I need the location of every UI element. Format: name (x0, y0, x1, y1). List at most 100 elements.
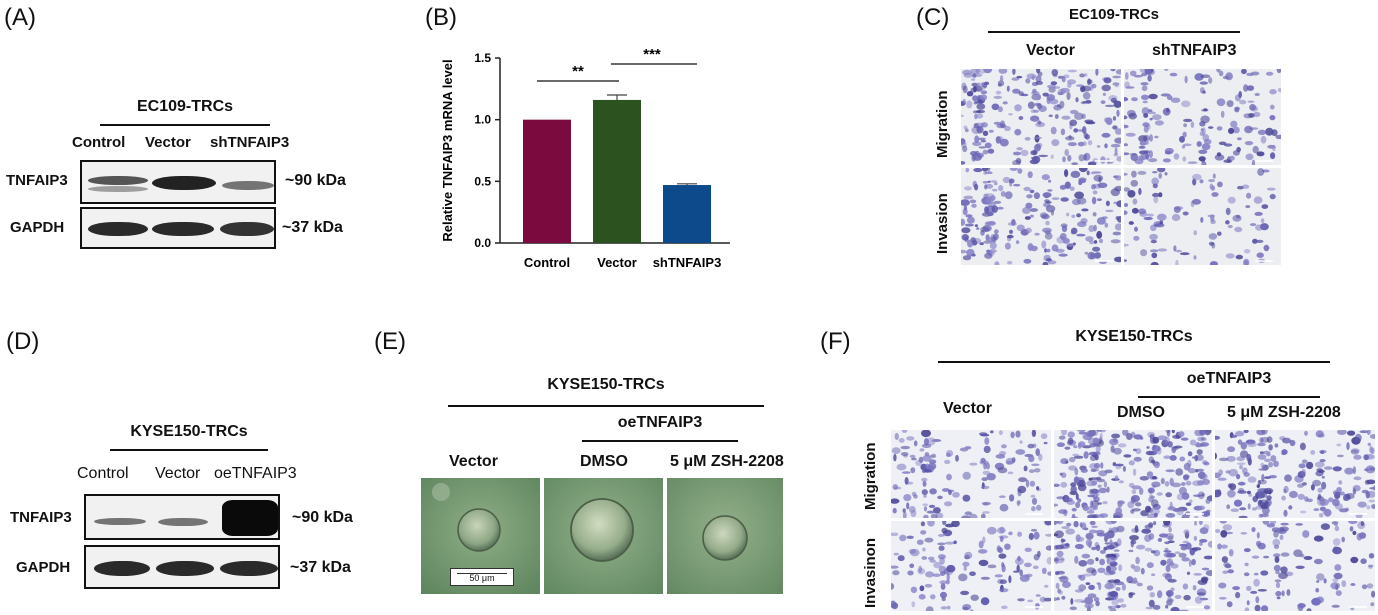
panel-a-blot-tnfaip3 (80, 160, 276, 204)
panel-e-label: (E) (374, 328, 406, 355)
stained-cells (1124, 69, 1281, 165)
significance-label-2: *** (643, 46, 661, 63)
panel-c-header: EC109-TRCs (1068, 6, 1160, 23)
stained-cells (1054, 430, 1212, 518)
sphere-image-dmso (544, 478, 663, 594)
panel-c-col-vector: Vector (1026, 42, 1075, 59)
sphere-graphic (667, 478, 783, 594)
sphere-graphic (544, 478, 663, 594)
panel-e-subheader: oeTNFAIP3 (617, 414, 703, 431)
scale-bar-box: 50 μm (450, 568, 514, 586)
bar-chart: 0.0 0.5 1.0 1.5 Relative TNFAIP3 mRNA level C… (440, 46, 730, 270)
panel-d-label: (D) (6, 328, 40, 355)
panel-f-col-dmso: DMSO (1117, 404, 1165, 421)
panel-a-row-tnfaip3: TNFAIP3 (6, 172, 68, 189)
stained-cells (1215, 521, 1375, 611)
band (220, 222, 274, 236)
panel-a-blot-gapdh (80, 207, 276, 249)
panel-f-subheader: oeTNFAIP3 (1186, 370, 1272, 387)
panel-d-row-gapdh: GAPDH (16, 559, 71, 576)
micrograph-f-migration-zsh (1215, 430, 1375, 518)
stained-cells (1124, 168, 1276, 265)
micrograph-c-migration-vector (961, 69, 1121, 165)
stained-cells (891, 430, 1048, 518)
panel-a-col-vector: Vector (145, 134, 191, 151)
bar-shtnfaip3 (663, 185, 711, 243)
band (152, 222, 214, 236)
panel-f-row-migration: Migration (862, 442, 879, 511)
panel-e-header: KYSE150-TRCs (547, 376, 665, 393)
stained-cells (961, 168, 1121, 265)
band (94, 518, 146, 525)
bar-vector (593, 99, 641, 243)
panel-f-subheader-line (1138, 396, 1320, 398)
micrograph-c-migration-shtnfaip3 (1124, 69, 1281, 165)
y-tick-label: 0.5 (474, 174, 491, 188)
micrograph-f-migration-dmso (1054, 430, 1212, 518)
panel-a-col-shtnfaip3: shTNFAIP3 (210, 134, 290, 151)
stained-cells (961, 69, 1121, 165)
sphere-image-zsh (667, 478, 783, 594)
panel-d-blot-tnfaip3 (84, 494, 280, 540)
panel-d-size-tnfaip3: ~90 kDa (292, 509, 353, 526)
micrograph-f-migration-vector (891, 430, 1051, 518)
panel-a-label: (A) (4, 4, 36, 31)
y-tick-label: 0.0 (474, 236, 491, 250)
panel-c-col-shtnfaip3: shTNFAIP3 (1152, 42, 1237, 59)
band (158, 518, 208, 526)
panel-d-header: KYSE150-TRCs (130, 423, 248, 440)
stained-cells (891, 521, 1051, 611)
micrograph-f-invasion-dmso (1054, 521, 1212, 611)
micrograph-f-invasion-vector (891, 521, 1051, 611)
panel-d-blot-gapdh (84, 545, 280, 589)
x-tick-label: Vector (597, 255, 637, 270)
panel-e-col-zsh: 5 μM ZSH-2208 (670, 453, 784, 470)
panel-d-col-vector: Vector (155, 465, 201, 482)
significance-label-1: ** (572, 63, 584, 80)
panel-b-label: (B) (425, 4, 457, 31)
band (88, 176, 148, 185)
band (222, 181, 274, 190)
panel-c-row-migration: Migration (934, 90, 951, 159)
panel-f-header: KYSE150-TRCs (1075, 328, 1193, 345)
scale-bar-label: 50 μm (469, 573, 495, 583)
micrograph-c-invasion-vector (961, 168, 1121, 265)
panel-d-header-line (110, 449, 268, 451)
bar-control (523, 119, 571, 243)
panel-a-row-gapdh: GAPDH (10, 219, 65, 236)
stained-cells (1215, 430, 1375, 518)
panel-d-size-gapdh: ~37 kDa (290, 559, 351, 576)
band (152, 176, 216, 190)
panel-f-col-vector: Vector (943, 400, 992, 417)
band (88, 186, 148, 192)
panel-e-header-line (448, 405, 764, 407)
panel-f-col-zsh: 5 μM ZSH-2208 (1227, 404, 1341, 421)
panel-a-header-line (100, 124, 270, 126)
panel-e-col-dmso: DMSO (580, 453, 628, 470)
panel-a-size-gapdh: ~37 kDa (282, 219, 343, 236)
band (94, 561, 150, 576)
x-tick-label: Control (524, 255, 570, 270)
y-tick-label: 1.5 (474, 51, 491, 65)
scale-bar-line (457, 573, 507, 574)
panel-d-col-oetnfaip3: oeTNFAIP3 (214, 465, 297, 482)
band (88, 222, 148, 236)
panel-a-col-control: Control (72, 134, 126, 151)
panel-c-header-line (988, 31, 1240, 33)
sphere-image-vector: 50 μm (421, 478, 540, 594)
band (156, 561, 214, 576)
y-tick-label: 1.0 (474, 113, 491, 127)
panel-d-col-control: Control (77, 465, 129, 482)
panel-f-row-invasion: Invasinon (862, 537, 879, 608)
panel-c-label: (C) (916, 4, 950, 31)
panel-c-row-invasion: Invasion (934, 193, 951, 254)
panel-f-label: (F) (820, 328, 851, 355)
panel-e-col-vector: Vector (449, 453, 498, 470)
panel-d-row-tnfaip3: TNFAIP3 (10, 509, 72, 526)
y-axis-label: Relative TNFAIP3 mRNA level (440, 59, 455, 241)
panel-e-subheader-line (582, 440, 738, 442)
micrograph-f-invasion-zsh (1215, 521, 1375, 611)
stained-cells (1054, 521, 1212, 611)
panel-f-header-line (938, 361, 1330, 363)
panel-a-size-tnfaip3: ~90 kDa (285, 172, 346, 189)
